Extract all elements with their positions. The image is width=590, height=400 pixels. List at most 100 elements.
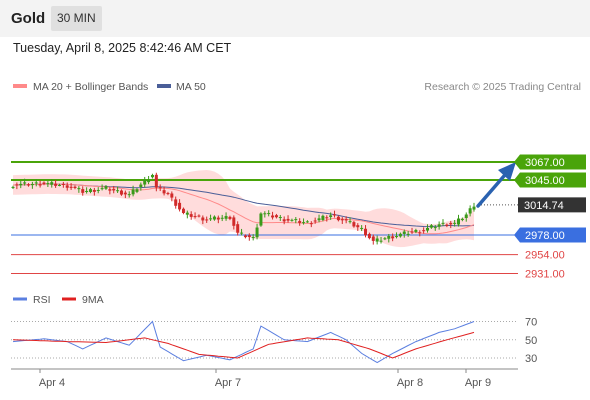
resistance-level-label: 3067.00 [525,157,565,169]
bearish-candle [123,192,127,195]
pivot-level-label: 2978.00 [525,230,565,242]
ma50-legend-label: MA 50 [176,81,206,93]
bearish-candle [178,202,182,210]
bearish-candle [371,236,375,241]
bearish-candle [42,182,46,184]
rsi-legend-label: RSI [33,294,51,306]
bullish-candle [50,182,54,185]
bearish-candle [65,185,69,188]
bearish-candle [356,225,360,228]
bullish-candle [437,224,441,227]
bullish-candle [402,231,406,234]
support-level-label: 2954.00 [525,250,565,262]
bullish-candle [267,213,271,215]
bullish-candle [453,222,457,224]
bearish-candle [201,217,205,221]
ma20-legend-swatch [13,84,27,88]
bullish-candle [305,221,309,223]
interval-button[interactable]: 30 MIN [51,6,102,31]
bullish-candle [135,189,139,192]
bullish-candle [457,218,461,225]
bullish-candle [460,218,464,221]
rsi-axis-label: 70 [525,317,537,329]
last-price-label: 3014.74 [524,200,564,212]
moving-averages [12,183,475,235]
bullish-candle [321,215,325,220]
bullish-candle [290,219,294,221]
bullish-candle [383,238,387,240]
bearish-candle [108,189,112,191]
bullish-candle [464,214,468,218]
ma20-legend-label: MA 20 + Bollinger Bands [33,81,148,93]
bullish-candle [348,221,352,223]
candlesticks [11,172,476,245]
bullish-candle [143,179,147,185]
datetime-label: Tuesday, April 8, 2025 8:42:46 AM CET [13,41,232,55]
last-price-badge [518,197,586,213]
bearish-candle [418,232,422,234]
bearish-candle [193,216,197,218]
bearish-candle [422,230,426,232]
bullish-candle [100,188,104,190]
bullish-candle [329,215,333,218]
forecast-arrow [476,162,516,208]
rsi-line [12,320,475,364]
resistance-level-badge [514,154,586,170]
bullish-candle [433,227,437,229]
rsi-ma-legend-label: 9MA [82,294,104,306]
bearish-candle [232,217,236,226]
bearish-candle [391,236,395,239]
bearish-candle [216,217,220,220]
resistance-level-label: 3045.00 [525,175,565,187]
bullish-candle [220,217,224,219]
bullish-candle [30,183,34,186]
x-axis-tick-label: Apr 4 [39,377,65,389]
bearish-candle [81,189,85,193]
bearish-candle [286,218,290,221]
bullish-candle [224,216,228,219]
rsi-pane: 70 50 30 [11,317,537,365]
bullish-candle [116,190,120,192]
bullish-candle [302,222,306,224]
bearish-candle [162,190,166,194]
bearish-candle [38,184,42,186]
bullish-candle [77,188,81,190]
bullish-candle [251,236,255,238]
bearish-candle [298,221,302,223]
bullish-candle [127,194,131,196]
bullish-candle [395,236,399,238]
bearish-candle [166,193,170,195]
bearish-candle [26,184,30,186]
bearish-candle [189,214,193,217]
bearish-candle [61,183,65,185]
pivot-level-badge [514,227,586,243]
bullish-candle [441,222,445,224]
bullish-candle [360,227,364,229]
bearish-candle [274,215,278,218]
bullish-candle [294,219,298,221]
bearish-candle [333,214,337,216]
bullish-candle [468,208,472,214]
rsi-axis-label: 50 [525,335,537,347]
bearish-candle [282,219,286,222]
bullish-candle [46,183,50,185]
bearish-candle [154,174,158,188]
bearish-candle [54,183,58,186]
bearish-candle [340,219,344,221]
bearish-candle [313,220,317,222]
bullish-candle [11,186,15,188]
bollinger-band [13,170,474,248]
bullish-candle [23,182,27,184]
bullish-candle [317,218,321,221]
instrument-title: Gold [11,10,46,27]
bearish-candle [181,208,185,214]
bullish-candle [240,232,244,234]
bullish-candle [209,218,213,220]
bullish-candle [131,189,135,195]
bullish-candle [34,182,38,184]
bullish-candle [96,189,100,191]
bearish-candle [271,215,275,218]
x-axis-tick-label: Apr 8 [397,377,423,389]
ma20-line [12,183,475,235]
bullish-candle [88,189,92,192]
